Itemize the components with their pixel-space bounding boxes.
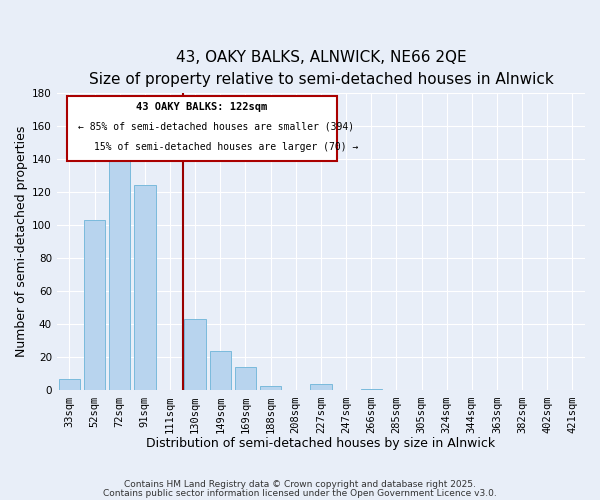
Text: 15% of semi-detached houses are larger (70) →: 15% of semi-detached houses are larger (…: [94, 142, 358, 152]
Bar: [184, 320, 206, 390]
Bar: [209, 350, 231, 391]
Bar: [235, 368, 256, 390]
X-axis label: Distribution of semi-detached houses by size in Alnwick: Distribution of semi-detached houses by …: [146, 437, 496, 450]
Title: 43, OAKY BALKS, ALNWICK, NE66 2QE
Size of property relative to semi-detached hou: 43, OAKY BALKS, ALNWICK, NE66 2QE Size o…: [89, 50, 553, 87]
Bar: [260, 386, 281, 390]
Bar: [59, 379, 80, 390]
Bar: [361, 389, 382, 390]
Bar: [109, 154, 130, 390]
Text: Contains public sector information licensed under the Open Government Licence v3: Contains public sector information licen…: [103, 488, 497, 498]
Bar: [310, 384, 332, 390]
Text: 43 OAKY BALKS: 122sqm: 43 OAKY BALKS: 122sqm: [136, 102, 268, 113]
Y-axis label: Number of semi-detached properties: Number of semi-detached properties: [15, 126, 28, 357]
Bar: [134, 185, 155, 390]
FancyBboxPatch shape: [67, 96, 337, 161]
Text: Contains HM Land Registry data © Crown copyright and database right 2025.: Contains HM Land Registry data © Crown c…: [124, 480, 476, 489]
Bar: [84, 220, 105, 390]
Text: ← 85% of semi-detached houses are smaller (394): ← 85% of semi-detached houses are smalle…: [78, 122, 354, 132]
